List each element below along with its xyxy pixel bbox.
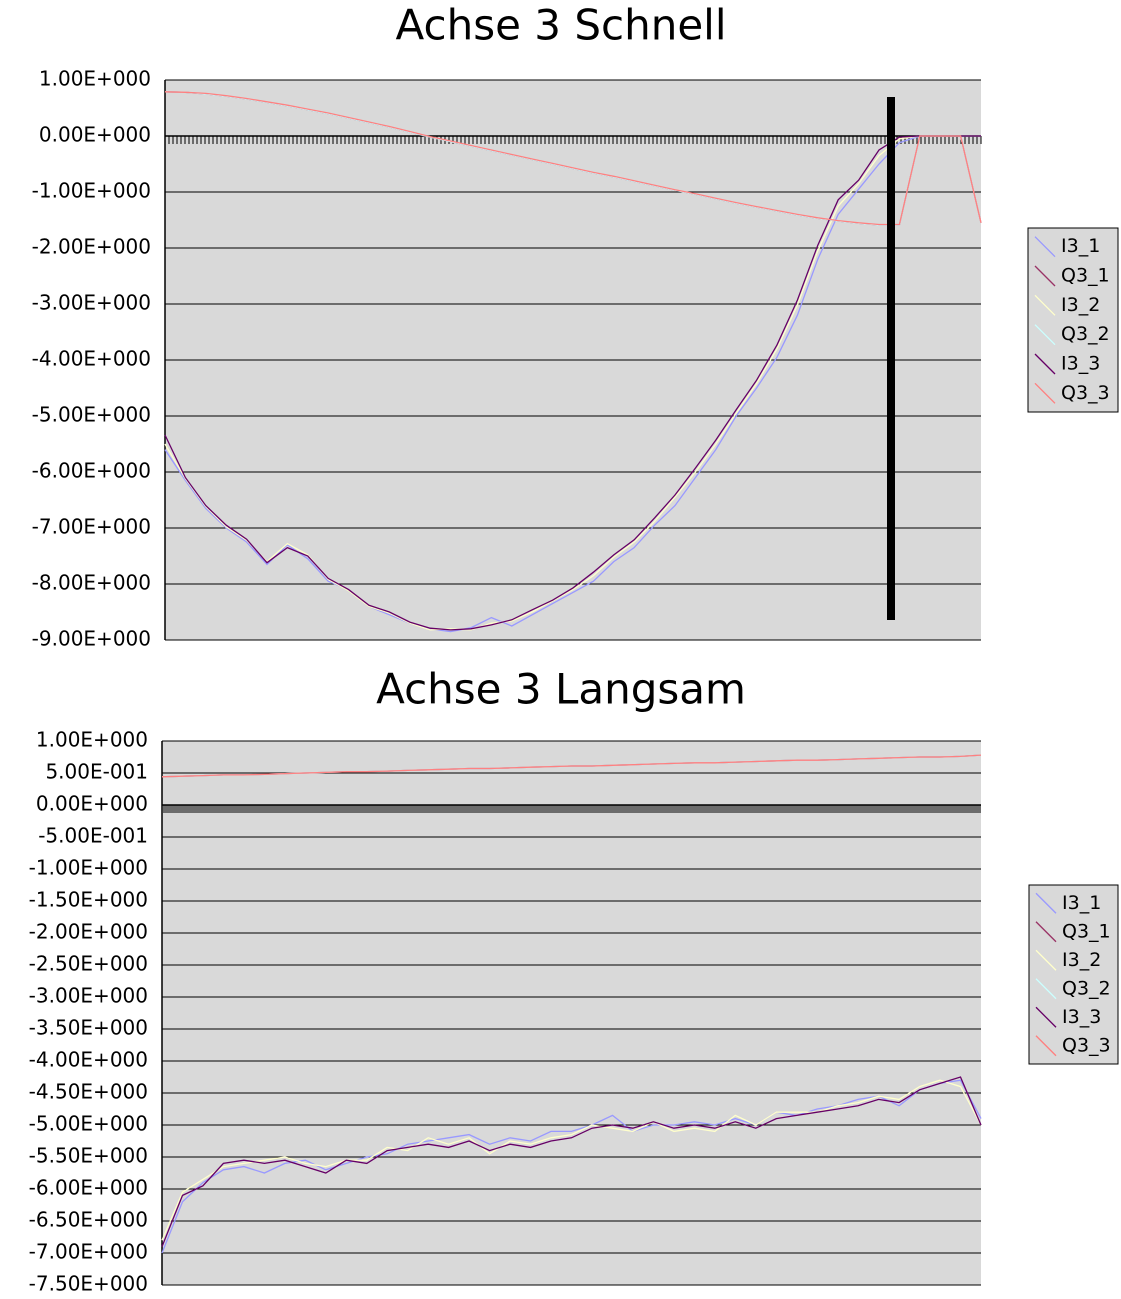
legend-swatch (1034, 294, 1056, 316)
legend-swatch (1035, 978, 1057, 1000)
y-tick-label: -1.00E+000 (29, 856, 148, 880)
legend-swatch (1034, 236, 1056, 258)
series-line (164, 135, 981, 631)
legend-swatch (1035, 949, 1057, 971)
y-tick-label: -6.00E+000 (29, 1176, 148, 1200)
y-tick-label: -2.00E+000 (32, 235, 151, 259)
y-tick-label: 0.00E+000 (39, 123, 151, 147)
legend-label: I3_2 (1061, 294, 1100, 316)
y-tick-label: -2.00E+000 (29, 920, 148, 944)
y-tick-label: -3.00E+000 (32, 291, 151, 315)
series-line (164, 135, 981, 631)
legend-label: Q3_2 (1061, 323, 1110, 345)
series-line (161, 1076, 982, 1247)
y-tick-label: 1.00E+000 (39, 67, 151, 91)
legend-swatch (1034, 382, 1056, 404)
y-tick-label: -9.00E+000 (32, 627, 151, 651)
series-line (164, 135, 981, 633)
series-line (164, 91, 982, 226)
legend-label: Q3_3 (1061, 382, 1110, 404)
y-tick-label: -7.50E+000 (29, 1272, 148, 1296)
plot-area (162, 741, 981, 1285)
legend-swatch (1035, 1006, 1057, 1028)
legend-label: Q3_3 (1062, 1034, 1111, 1056)
legend-box (1028, 884, 1119, 1065)
y-tick-label: -5.00E-001 (38, 824, 148, 848)
legend-label: Q3_1 (1061, 265, 1110, 287)
legend-label: I3_3 (1061, 353, 1100, 375)
y-tick-label: -8.00E+000 (32, 571, 151, 595)
y-tick-label: -1.00E+000 (32, 179, 151, 203)
legend-label: I3_1 (1061, 235, 1100, 257)
y-tick-label: 0.00E+000 (36, 792, 148, 816)
y-tick-label: -7.00E+000 (32, 515, 151, 539)
y-tick-label: -4.00E+000 (32, 347, 151, 371)
legend-swatch (1035, 921, 1057, 943)
y-tick-label: 5.00E-001 (45, 760, 148, 784)
legend-swatch (1034, 265, 1056, 287)
y-tick-label: -5.50E+000 (29, 1144, 148, 1168)
y-tick-label: -1.50E+000 (29, 888, 148, 912)
legend-swatch (1035, 1035, 1057, 1057)
legend-swatch (1035, 892, 1057, 914)
chart: Achse 3 Langsam 1.00E+000 5.00E-001 0.00E+0… (29, 665, 1119, 1296)
marker-bar (887, 97, 895, 620)
y-tick-label: -4.50E+000 (29, 1080, 148, 1104)
y-tick-label: -4.00E+000 (29, 1048, 148, 1072)
chart-title: Achse 3 Langsam (376, 665, 746, 714)
legend-label: I3_2 (1062, 949, 1101, 971)
y-tick-label: -5.00E+000 (32, 403, 151, 427)
legend-label: Q3_2 (1062, 977, 1111, 999)
y-tick-label: -5.00E+000 (29, 1112, 148, 1136)
chart: Achse 3 Schnell 1.00E+000 0.00E+000 -1.00E+… (32, 1, 1119, 651)
legend-swatch (1034, 324, 1056, 346)
y-tick-label: -3.50E+000 (29, 1016, 148, 1040)
series-line (161, 754, 982, 778)
y-tick-label: -7.00E+000 (29, 1240, 148, 1264)
series-line (161, 1079, 982, 1241)
y-tick-label: -3.00E+000 (29, 984, 148, 1008)
y-tick-label: -6.00E+000 (32, 459, 151, 483)
legend-label: Q3_1 (1062, 920, 1111, 942)
y-tick-label: -2.50E+000 (29, 952, 148, 976)
legend-box (1027, 227, 1119, 413)
legend-swatch (1034, 353, 1056, 375)
y-tick-label: -6.50E+000 (29, 1208, 148, 1232)
x-axis-ticks (161, 805, 981, 813)
legend-label: I3_3 (1062, 1006, 1101, 1028)
legend-label: I3_1 (1062, 892, 1101, 914)
y-tick-label: 1.00E+000 (36, 728, 148, 752)
chart-title: Achse 3 Schnell (395, 1, 726, 50)
